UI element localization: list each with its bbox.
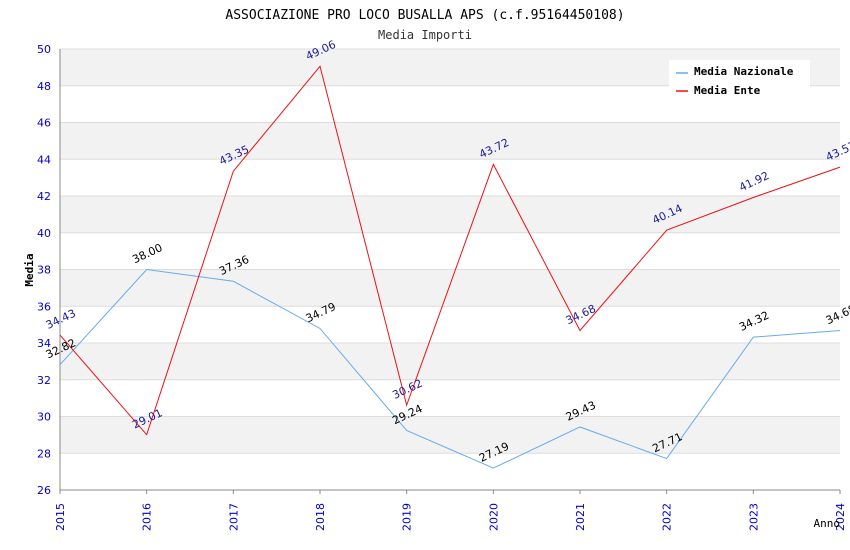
chart-title: ASSOCIAZIONE PRO LOCO BUSALLA APS (c.f.9… [225, 8, 624, 23]
legend-label-media-ente: Media Ente [694, 84, 761, 97]
legend-box [669, 60, 810, 98]
x-tick-label: 2017 [227, 503, 240, 531]
data-label-media-nazionale: 38.00 [130, 241, 164, 266]
x-tick-label: 2019 [401, 503, 414, 531]
y-tick-label: 32 [37, 374, 51, 387]
data-label-media-ente: 30.62 [390, 377, 424, 402]
x-tick-label: 2018 [314, 503, 327, 531]
y-tick-label: 28 [37, 447, 51, 460]
x-tick-label: 2016 [141, 503, 154, 531]
data-label-media-nazionale: 34.32 [737, 309, 771, 334]
legend-label-media-nazionale: Media Nazionale [694, 65, 794, 78]
x-tick-label: 2020 [487, 503, 500, 531]
grid-band [60, 196, 840, 233]
y-tick-label: 42 [37, 190, 51, 203]
y-tick-label: 44 [37, 153, 51, 166]
grid-lines [60, 48, 840, 491]
y-axis-ticks: 26 28 30 32 34 36 38 40 42 44 46 48 50 [37, 43, 51, 497]
y-tick-label: 34 [37, 337, 51, 350]
chart-subtitle: Media Importi [378, 28, 472, 42]
x-axis-ticks: 2015 2016 2017 2018 2019 2020 2021 2022 2023 2024 [54, 490, 847, 531]
x-tick-label: 2015 [54, 503, 67, 531]
data-label-media-ente: 41.92 [737, 169, 771, 194]
grid-bands [60, 49, 840, 454]
x-tick-label: 2024 [834, 503, 847, 531]
x-axis-label: Anno [814, 517, 841, 530]
x-tick-label: 2023 [747, 503, 760, 531]
x-tick-label: 2021 [574, 503, 587, 531]
y-tick-label: 36 [37, 300, 51, 313]
series-layer [59, 65, 841, 469]
y-tick-label: 48 [37, 80, 51, 93]
x-tick-label: 2022 [661, 503, 674, 531]
grid-band [60, 269, 840, 307]
y-tick-label: 40 [37, 227, 51, 240]
grid-band [60, 122, 840, 160]
y-axis-label: Media [23, 253, 36, 286]
grid-band [60, 416, 840, 454]
series-line-media-ente [59, 65, 841, 436]
y-tick-label: 38 [37, 264, 51, 277]
y-tick-label: 26 [37, 484, 51, 497]
y-tick-label: 46 [37, 117, 51, 130]
y-tick-label: 50 [37, 43, 51, 56]
y-tick-label: 30 [37, 411, 51, 424]
grid-band [60, 343, 840, 380]
series-line-media-nazionale [59, 268, 841, 469]
legend: Media Nazionale Media Ente [669, 60, 810, 98]
